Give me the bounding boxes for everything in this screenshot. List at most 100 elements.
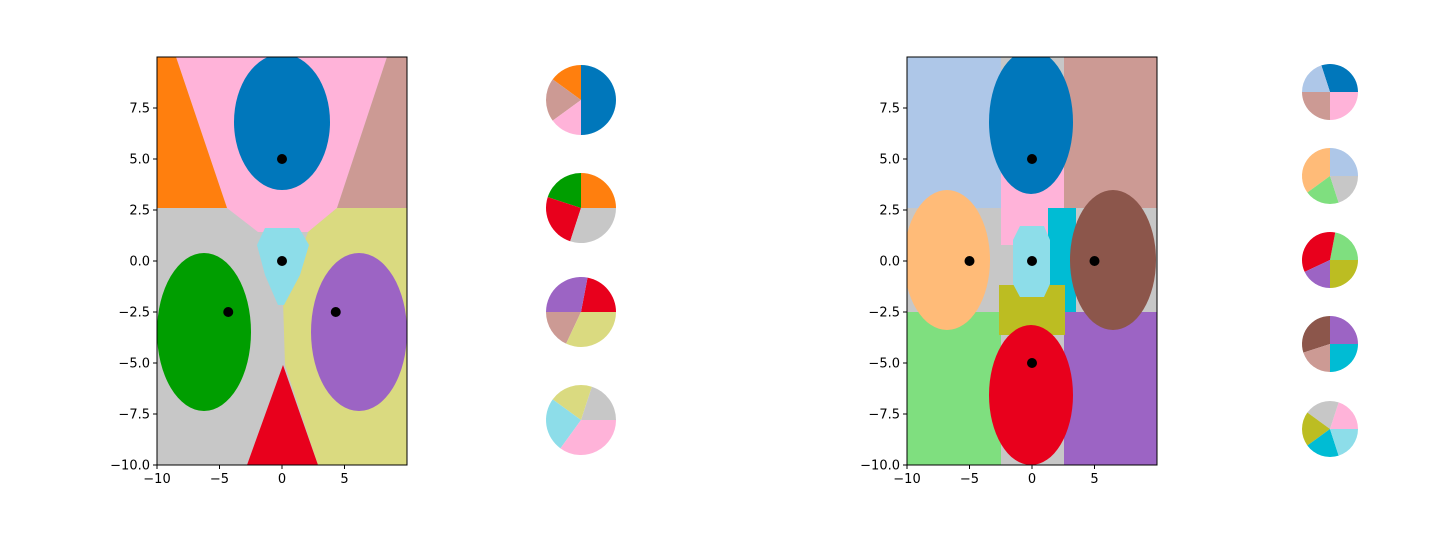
center-point (223, 307, 234, 317)
x-tick-label: −5 (210, 472, 229, 487)
pie-slice (1321, 63, 1358, 92)
y-tick-label: 5.0 (879, 153, 900, 168)
region-purple (1064, 312, 1157, 465)
y-tick-label: 0.0 (129, 255, 150, 270)
pie-chart (1302, 401, 1358, 458)
left-pies (545, 65, 616, 456)
pie-slice (560, 420, 616, 456)
y-tick-label: 0.0 (879, 255, 900, 270)
right-pies (1301, 63, 1358, 458)
pie-slice (1301, 316, 1330, 353)
pie-slice (1307, 176, 1339, 204)
center-point (964, 256, 975, 266)
pie-slice (1330, 344, 1358, 372)
region-blue-ellipse (234, 57, 330, 190)
x-tick-label: 0 (278, 472, 286, 487)
center-point (1027, 154, 1037, 164)
center-point (1089, 256, 1100, 266)
pie-slice (1330, 92, 1358, 120)
left-region-map: −10 −5 0 5 −10.0 −7.5 −5.0 −2.5 0.0 2.5 5.0 7.5 (110, 56, 408, 488)
left-ticks: −10 −5 0 5 −10.0 −7.5 −5.0 −2.5 0.0 2.5 5.0 7.5 (110, 102, 348, 488)
pie-slice (1307, 429, 1339, 458)
region-orange (157, 57, 227, 208)
pie-slice (546, 197, 581, 242)
y-tick-label: 2.5 (129, 204, 150, 219)
y-tick-label: −5.0 (118, 357, 150, 372)
region-red-ellipse (989, 325, 1073, 465)
pie-slice (1307, 401, 1339, 429)
pie-slice (581, 173, 616, 208)
pie-slice (1330, 316, 1358, 344)
y-tick-label: 2.5 (879, 204, 900, 219)
pie-slice (546, 312, 581, 344)
pie-slice (1304, 260, 1330, 288)
pie-slice (581, 100, 616, 135)
center-point (277, 256, 287, 266)
pie-slice (552, 100, 581, 135)
x-tick-label: 0 (1028, 472, 1036, 487)
pie-slice (552, 65, 581, 100)
pie-chart (545, 65, 616, 135)
right-region-map: −10 −5 0 5 −10.0 −7.5 −5.0 −2.5 0.0 2.5 5.0 7.5 (860, 56, 1158, 488)
x-tick-label: 5 (1090, 472, 1098, 487)
pie-slice (581, 65, 616, 100)
pie-slice (546, 277, 588, 312)
pie-slice (1330, 232, 1358, 260)
center-point (1027, 358, 1037, 368)
pie-chart (1302, 63, 1358, 120)
pie-chart (1301, 316, 1358, 372)
region-rosy-brown (1064, 57, 1157, 208)
y-tick-label: 7.5 (129, 102, 150, 117)
region-cyan (257, 228, 309, 305)
pie-chart (545, 384, 616, 456)
region-green-ellipse (157, 253, 251, 411)
pie-slice (1302, 148, 1330, 193)
y-tick-label: −7.5 (868, 408, 900, 423)
right-centers (964, 154, 1100, 368)
pie-chart (1302, 231, 1358, 288)
pie-slice (1303, 344, 1330, 372)
x-tick-label: −10 (893, 472, 920, 487)
pie-slice (552, 384, 592, 420)
y-tick-label: −7.5 (118, 408, 150, 423)
pie-slice (1330, 429, 1358, 456)
pie-chart (546, 277, 616, 347)
pie-slice (1302, 65, 1330, 92)
y-tick-label: −2.5 (868, 306, 900, 321)
pie-slice (547, 173, 581, 208)
pie-slice (566, 312, 616, 347)
region-brown-ellipse (1070, 190, 1156, 330)
pie-slice (1302, 231, 1336, 272)
region-blue-ellipse (989, 57, 1073, 194)
left-centers (223, 154, 341, 317)
pie-slice (545, 399, 581, 449)
right-ticks: −10 −5 0 5 −10.0 −7.5 −5.0 −2.5 0.0 2.5 5.0 7.5 (860, 102, 1098, 488)
pie-slice (1330, 176, 1358, 203)
y-tick-label: −5.0 (868, 357, 900, 372)
center-point (1027, 256, 1037, 266)
y-tick-label: 7.5 (879, 102, 900, 117)
x-tick-label: −10 (143, 472, 170, 487)
y-tick-label: −10.0 (860, 459, 900, 474)
pie-slice (581, 277, 616, 312)
region-red (247, 365, 318, 465)
region-light-blue (907, 57, 1001, 208)
center-point (330, 307, 341, 317)
pie-slice (581, 386, 616, 420)
pie-slice (1330, 260, 1358, 288)
y-tick-label: 5.0 (129, 153, 150, 168)
region-light-green (907, 312, 1001, 465)
x-tick-label: −5 (960, 472, 979, 487)
pie-slice (545, 79, 581, 121)
left-map-regions (157, 57, 407, 465)
region-purple-ellipse (311, 253, 407, 411)
y-tick-label: −2.5 (118, 306, 150, 321)
pie-slice (1330, 148, 1358, 176)
y-tick-label: −10.0 (110, 459, 150, 474)
pie-chart (546, 173, 616, 243)
pie-slice (1330, 402, 1358, 429)
region-peach-ellipse (907, 190, 990, 330)
x-tick-label: 5 (340, 472, 348, 487)
pie-chart (1302, 148, 1358, 204)
